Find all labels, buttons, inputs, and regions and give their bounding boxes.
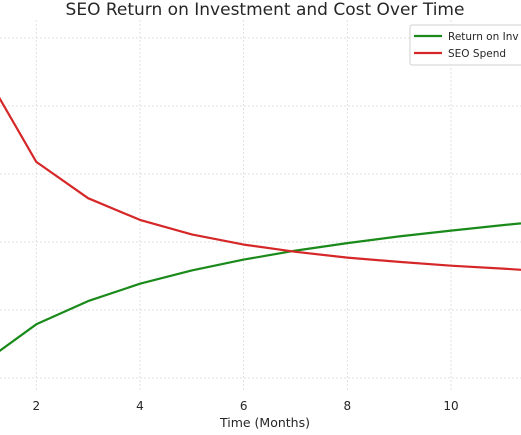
x-tick-label: 4: [136, 399, 144, 413]
legend-label-roi: Return on Inv: [448, 31, 519, 43]
series-line-roi: [0, 222, 521, 353]
x-axis-ticks: 2 4 6 8 10: [32, 399, 458, 413]
grid: [0, 20, 521, 392]
series-lines: [0, 96, 521, 353]
x-tick-label: 8: [344, 399, 352, 413]
series-line-seo-spend: [0, 96, 521, 271]
legend: Return on Inv SEO Spend: [409, 24, 521, 66]
x-tick-label: 10: [443, 399, 458, 413]
legend-label-seo-spend: SEO Spend: [448, 48, 506, 60]
x-axis-label: Time (Months): [219, 415, 310, 430]
x-tick-label: 2: [32, 399, 40, 413]
x-tick-label: 6: [240, 399, 248, 413]
chart-title: SEO Return on Investment and Cost Over T…: [66, 0, 465, 20]
